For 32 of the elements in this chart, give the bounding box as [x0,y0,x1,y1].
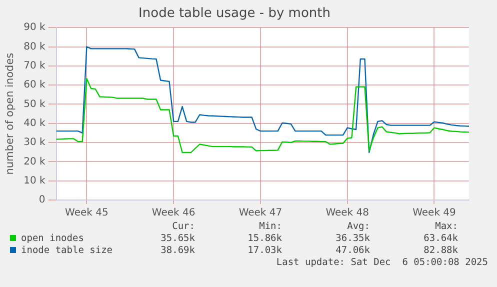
y-axis-title: number of open inodes [4,52,16,175]
text: Max: [435,221,458,232]
y-tick-label: 70 k [24,60,46,72]
chart-title: Inode table usage - by month [138,6,330,22]
x-tick-label: Week 47 [238,208,282,219]
text: Min: [259,221,282,232]
y-tick-label: 10 k [24,175,46,186]
text: Last update: Sat Dec 6 05:00:08 2025 [276,257,488,268]
x-tick-label: Week 48 [326,208,370,219]
text: 36.35k [336,233,370,244]
legend-label: open inodes [20,233,84,244]
text: 35.65k [160,233,195,244]
text: 15.86k [248,233,282,244]
y-tick-label: 20 k [24,156,46,168]
y-tick-label: 40 k [24,118,46,129]
y-tick-label: 90 k [24,22,46,34]
legend-label: inode table size [20,245,113,256]
text: 38.69k [160,245,195,256]
text: 63.64k [424,233,458,244]
y-tick-label: 0 [38,194,46,206]
text: Avg: [347,221,370,232]
y-tick-label: 50 k [24,98,46,110]
text: 82.88k [424,245,458,256]
x-tick-label: Week 45 [65,208,108,219]
text: 17.03k [248,245,282,256]
y-tick-label: 80 k [24,41,46,52]
y-tick-label: 30 k [24,137,46,148]
x-tick-label: Week 49 [412,208,456,219]
text: Cur: [172,221,195,232]
text: 47.06k [336,245,370,256]
y-tick-label: 60 k [24,80,46,91]
x-tick-label: Week 46 [152,208,196,219]
